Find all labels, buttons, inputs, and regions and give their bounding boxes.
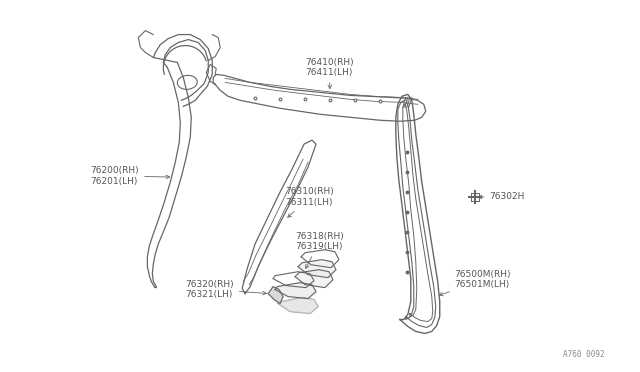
Polygon shape [275, 283, 316, 299]
Polygon shape [298, 260, 336, 278]
Polygon shape [278, 298, 318, 314]
Text: 76200(RH)
76201(LH): 76200(RH) 76201(LH) [90, 166, 170, 186]
Polygon shape [268, 286, 283, 304]
Text: 76318(RH)
76319(LH): 76318(RH) 76319(LH) [295, 232, 344, 268]
Text: A760 0092: A760 0092 [563, 350, 604, 359]
Text: 76410(RH)
76411(LH): 76410(RH) 76411(LH) [305, 58, 354, 89]
Polygon shape [295, 270, 333, 288]
Text: 76320(RH)
76321(LH): 76320(RH) 76321(LH) [186, 280, 266, 299]
Text: 76310(RH)
76311(LH): 76310(RH) 76311(LH) [285, 187, 334, 217]
Text: 76500M(RH)
76501M(LH): 76500M(RH) 76501M(LH) [439, 270, 511, 296]
Text: 76302H: 76302H [478, 192, 525, 202]
